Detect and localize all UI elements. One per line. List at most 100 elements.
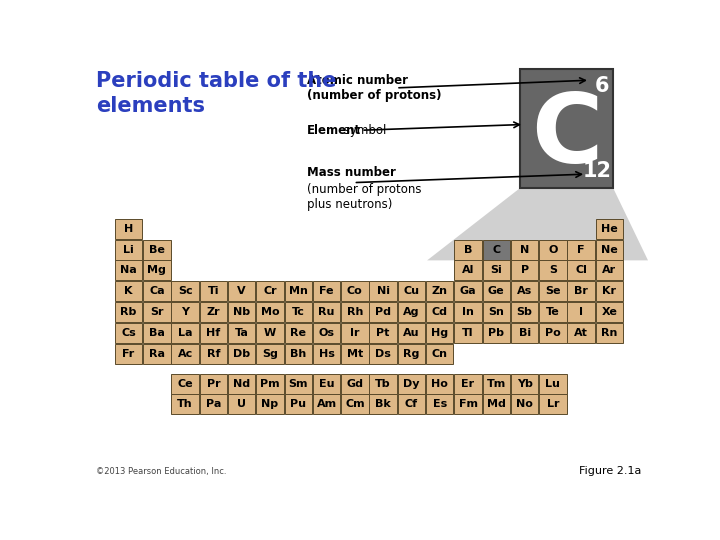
Bar: [454, 374, 482, 394]
Text: Hg: Hg: [431, 328, 449, 338]
Polygon shape: [427, 188, 648, 260]
Text: As: As: [517, 286, 532, 296]
Text: N: N: [520, 245, 529, 254]
Bar: [256, 302, 284, 322]
Text: 6: 6: [594, 76, 608, 96]
Bar: [143, 302, 171, 322]
Bar: [482, 394, 510, 414]
Bar: [312, 394, 341, 414]
Bar: [426, 302, 454, 322]
Text: (number of protons
plus neutrons): (number of protons plus neutrons): [307, 183, 421, 211]
Text: P: P: [521, 265, 528, 275]
Bar: [228, 281, 256, 301]
Bar: [199, 302, 228, 322]
Bar: [520, 69, 613, 188]
Text: Co: Co: [347, 286, 363, 296]
Bar: [595, 240, 624, 260]
Bar: [510, 323, 539, 343]
Text: Sc: Sc: [178, 286, 192, 296]
Text: Te: Te: [546, 307, 559, 317]
Text: Hf: Hf: [207, 328, 220, 338]
Text: C: C: [531, 90, 603, 183]
Text: C: C: [492, 245, 500, 254]
Bar: [228, 374, 256, 394]
Text: Atomic number
(number of protons): Atomic number (number of protons): [307, 74, 441, 102]
Text: Element: Element: [307, 124, 361, 137]
Bar: [397, 374, 426, 394]
Text: Li: Li: [123, 245, 134, 254]
Text: Pd: Pd: [375, 307, 391, 317]
Text: Re: Re: [290, 328, 306, 338]
Text: Mass number: Mass number: [307, 166, 396, 179]
Bar: [256, 343, 284, 363]
Text: O: O: [548, 245, 557, 254]
Bar: [397, 343, 426, 363]
Bar: [567, 323, 595, 343]
Bar: [171, 343, 199, 363]
Text: Eu: Eu: [319, 379, 334, 389]
Bar: [369, 374, 397, 394]
Text: Er: Er: [462, 379, 474, 389]
Text: H: H: [124, 224, 133, 234]
Text: Es: Es: [433, 400, 447, 409]
Bar: [510, 240, 539, 260]
Text: Ca: Ca: [149, 286, 165, 296]
Text: Lr: Lr: [546, 400, 559, 409]
Text: Mg: Mg: [148, 265, 166, 275]
Bar: [143, 240, 171, 260]
Text: Ra: Ra: [149, 348, 165, 359]
Text: Ru: Ru: [318, 307, 335, 317]
Text: Pu: Pu: [290, 400, 306, 409]
Bar: [114, 219, 143, 239]
Bar: [341, 302, 369, 322]
Text: Rn: Rn: [601, 328, 618, 338]
Bar: [539, 302, 567, 322]
Text: Pm: Pm: [260, 379, 280, 389]
Text: Pb: Pb: [488, 328, 504, 338]
Bar: [312, 343, 341, 363]
Text: Tc: Tc: [292, 307, 305, 317]
Bar: [426, 343, 454, 363]
Text: Lu: Lu: [546, 379, 560, 389]
Bar: [341, 394, 369, 414]
Bar: [397, 281, 426, 301]
Text: U: U: [237, 400, 246, 409]
Bar: [567, 302, 595, 322]
Text: Rb: Rb: [120, 307, 137, 317]
Text: Po: Po: [545, 328, 561, 338]
Bar: [199, 394, 228, 414]
Bar: [341, 343, 369, 363]
Bar: [595, 323, 624, 343]
Bar: [567, 260, 595, 280]
Text: Kr: Kr: [603, 286, 616, 296]
Bar: [171, 323, 199, 343]
Text: Ni: Ni: [377, 286, 390, 296]
Bar: [369, 394, 397, 414]
Text: W: W: [264, 328, 276, 338]
Text: Gd: Gd: [346, 379, 364, 389]
Bar: [199, 323, 228, 343]
Bar: [143, 281, 171, 301]
Text: Md: Md: [487, 400, 505, 409]
Bar: [114, 281, 143, 301]
Text: Ba: Ba: [149, 328, 165, 338]
Text: Rh: Rh: [346, 307, 363, 317]
Bar: [341, 281, 369, 301]
Bar: [369, 302, 397, 322]
Text: Rf: Rf: [207, 348, 220, 359]
Text: Cu: Cu: [403, 286, 420, 296]
Bar: [595, 302, 624, 322]
Text: Bh: Bh: [290, 348, 307, 359]
Bar: [171, 374, 199, 394]
Bar: [539, 394, 567, 414]
Bar: [114, 343, 143, 363]
Text: Fe: Fe: [319, 286, 334, 296]
Bar: [539, 260, 567, 280]
Text: Ir: Ir: [350, 328, 359, 338]
Bar: [595, 281, 624, 301]
Text: Yb: Yb: [517, 379, 533, 389]
Text: Zr: Zr: [207, 307, 220, 317]
Text: Nb: Nb: [233, 307, 251, 317]
Text: Ds: Ds: [375, 348, 391, 359]
Bar: [228, 323, 256, 343]
